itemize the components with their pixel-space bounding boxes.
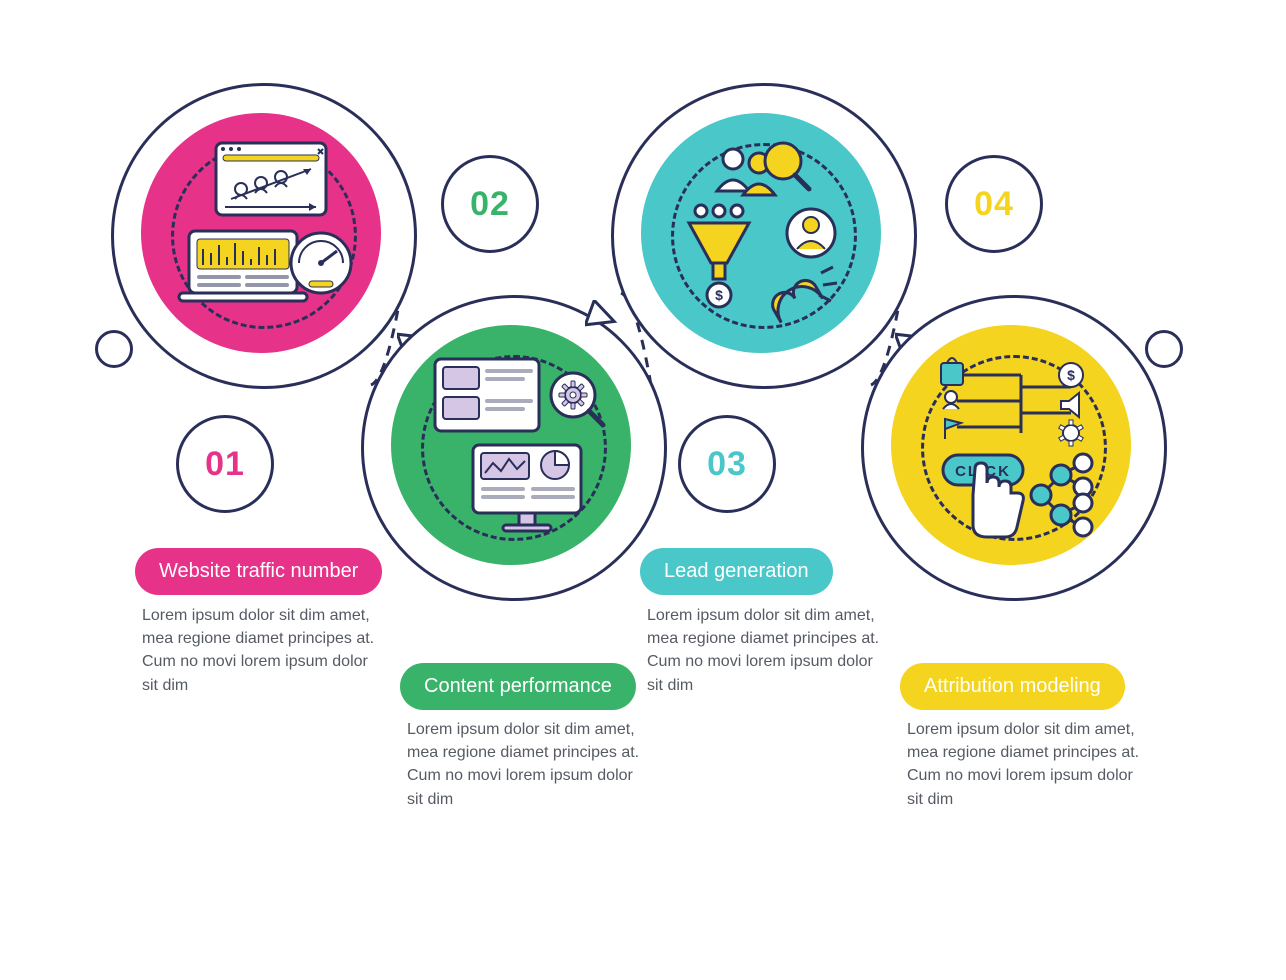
svg-text:$: $ bbox=[715, 287, 723, 303]
step1-title: Website traffic number bbox=[159, 560, 358, 582]
step2-icon bbox=[411, 345, 611, 545]
step2-description: Lorem ipsum dolor sit dim amet, mea regi… bbox=[407, 718, 642, 811]
step3-description: Lorem ipsum dolor sit dim amet, mea regi… bbox=[647, 604, 882, 697]
step1-number-badge: 01 bbox=[176, 415, 274, 513]
step4-end-dot bbox=[1145, 330, 1183, 368]
step3-number-badge: 03 bbox=[678, 415, 776, 513]
step3-title: Lead generation bbox=[664, 560, 809, 582]
step1-icon bbox=[161, 133, 361, 333]
step3-icon: $ bbox=[661, 133, 861, 333]
step2-number: 02 bbox=[470, 185, 510, 224]
step4-title-pill: Attribution modeling bbox=[900, 663, 1125, 710]
step1-description: Lorem ipsum dolor sit dim amet, mea regi… bbox=[142, 604, 377, 697]
step3-title-pill: Lead generation bbox=[640, 548, 833, 595]
step4-icon: $ CLICK bbox=[911, 345, 1111, 545]
step1-number: 01 bbox=[205, 445, 245, 484]
step2-title: Content performance bbox=[424, 675, 612, 697]
step4-description: Lorem ipsum dolor sit dim amet, mea regi… bbox=[907, 718, 1142, 811]
step4-number: 04 bbox=[974, 185, 1014, 224]
step2-title-pill: Content performance bbox=[400, 663, 636, 710]
svg-text:$: $ bbox=[1067, 367, 1075, 383]
step2-number-badge: 02 bbox=[441, 155, 539, 253]
step3-number: 03 bbox=[707, 445, 747, 484]
step1-end-dot bbox=[95, 330, 133, 368]
step4-number-badge: 04 bbox=[945, 155, 1043, 253]
step4-title: Attribution modeling bbox=[924, 675, 1101, 697]
step1-title-pill: Website traffic number bbox=[135, 548, 382, 595]
